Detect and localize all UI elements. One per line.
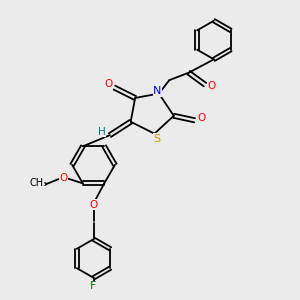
Text: O: O	[207, 81, 216, 91]
Text: N: N	[153, 86, 162, 96]
Text: O: O	[89, 200, 98, 210]
Text: CH₃: CH₃	[29, 178, 48, 188]
Text: S: S	[153, 134, 161, 144]
Text: F: F	[90, 281, 97, 291]
Text: O: O	[59, 173, 67, 183]
Text: O: O	[197, 113, 205, 123]
Text: O: O	[104, 79, 112, 89]
Text: H: H	[98, 127, 105, 136]
